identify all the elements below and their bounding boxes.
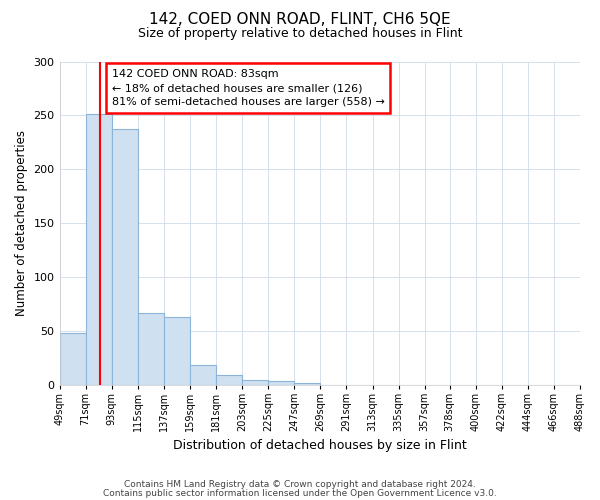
X-axis label: Distribution of detached houses by size in Flint: Distribution of detached houses by size … bbox=[173, 440, 467, 452]
Text: Contains HM Land Registry data © Crown copyright and database right 2024.: Contains HM Land Registry data © Crown c… bbox=[124, 480, 476, 489]
Bar bbox=[59, 333, 86, 384]
Text: Contains public sector information licensed under the Open Government Licence v3: Contains public sector information licen… bbox=[103, 488, 497, 498]
Text: 142 COED ONN ROAD: 83sqm
← 18% of detached houses are smaller (126)
81% of semi-: 142 COED ONN ROAD: 83sqm ← 18% of detach… bbox=[112, 69, 385, 107]
Bar bbox=[138, 312, 164, 384]
Bar bbox=[190, 366, 216, 384]
Bar bbox=[112, 130, 138, 384]
Bar bbox=[86, 114, 112, 384]
Bar bbox=[294, 382, 320, 384]
Bar bbox=[242, 380, 268, 384]
Text: 142, COED ONN ROAD, FLINT, CH6 5QE: 142, COED ONN ROAD, FLINT, CH6 5QE bbox=[149, 12, 451, 28]
Bar bbox=[164, 317, 190, 384]
Bar bbox=[268, 382, 294, 384]
Y-axis label: Number of detached properties: Number of detached properties bbox=[15, 130, 28, 316]
Bar bbox=[216, 375, 242, 384]
Text: Size of property relative to detached houses in Flint: Size of property relative to detached ho… bbox=[138, 28, 462, 40]
